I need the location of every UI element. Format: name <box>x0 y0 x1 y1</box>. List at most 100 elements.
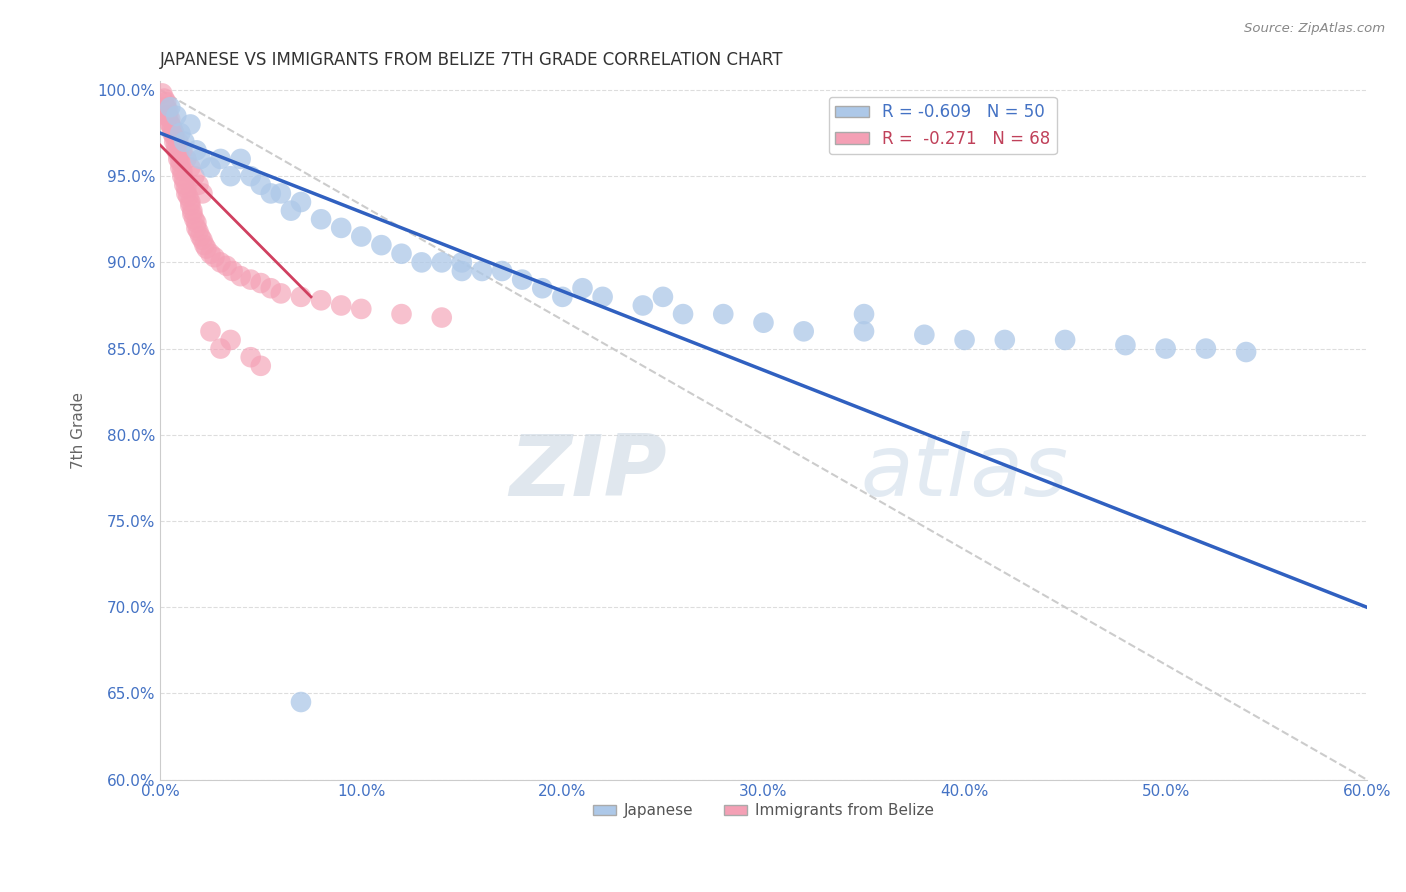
Point <box>165 109 187 123</box>
Point <box>631 298 654 312</box>
Point <box>200 246 222 260</box>
Point <box>155 95 177 109</box>
Point <box>239 350 262 364</box>
Point <box>186 220 208 235</box>
Point <box>163 126 186 140</box>
Point <box>592 290 614 304</box>
Point <box>752 316 775 330</box>
Point <box>183 169 205 184</box>
Point <box>221 264 243 278</box>
Point <box>163 135 186 149</box>
Point <box>176 181 198 195</box>
Point <box>411 255 433 269</box>
Point <box>370 238 392 252</box>
Point <box>172 164 194 178</box>
Point <box>290 194 312 209</box>
Point <box>179 161 201 175</box>
Point <box>169 126 191 140</box>
Point <box>200 161 222 175</box>
Point <box>187 178 209 192</box>
Point <box>157 103 180 118</box>
Point <box>162 126 184 140</box>
Text: atlas: atlas <box>860 431 1069 514</box>
Point <box>191 186 214 201</box>
Point <box>229 152 252 166</box>
Point <box>249 276 271 290</box>
Point <box>672 307 695 321</box>
Point <box>177 190 200 204</box>
Point <box>155 109 177 123</box>
Point <box>270 286 292 301</box>
Point <box>330 298 353 312</box>
Point <box>330 220 353 235</box>
Point <box>219 169 242 184</box>
Point <box>181 203 204 218</box>
Y-axis label: 7th Grade: 7th Grade <box>72 392 86 469</box>
Point <box>571 281 593 295</box>
Point <box>1234 345 1257 359</box>
Point <box>853 307 876 321</box>
Point <box>239 169 262 184</box>
Point <box>912 327 935 342</box>
Point <box>209 152 232 166</box>
Point <box>176 152 198 166</box>
Point <box>430 310 453 325</box>
Point <box>551 290 574 304</box>
Text: ZIP: ZIP <box>509 431 666 514</box>
Point <box>167 152 190 166</box>
Point <box>280 203 302 218</box>
Point <box>157 109 180 123</box>
Point <box>471 264 494 278</box>
Point <box>172 169 194 184</box>
Point <box>150 87 173 101</box>
Point <box>711 307 734 321</box>
Point <box>309 293 332 308</box>
Point <box>491 264 513 278</box>
Point <box>249 359 271 373</box>
Point <box>270 186 292 201</box>
Point <box>163 129 186 144</box>
Point <box>165 144 187 158</box>
Point <box>450 264 472 278</box>
Point <box>531 281 554 295</box>
Point <box>162 120 184 135</box>
Point <box>953 333 976 347</box>
Point <box>191 233 214 247</box>
Point <box>1114 338 1136 352</box>
Point <box>290 290 312 304</box>
Point <box>430 255 453 269</box>
Point <box>193 238 215 252</box>
Point <box>159 118 181 132</box>
Text: JAPANESE VS IMMIGRANTS FROM BELIZE 7TH GRADE CORRELATION CHART: JAPANESE VS IMMIGRANTS FROM BELIZE 7TH G… <box>160 51 783 69</box>
Point <box>350 229 373 244</box>
Point <box>391 307 413 321</box>
Point <box>260 186 283 201</box>
Point <box>169 161 191 175</box>
Point <box>215 259 238 273</box>
Point <box>179 198 201 212</box>
Point <box>159 112 181 127</box>
Point <box>290 695 312 709</box>
Point <box>187 224 209 238</box>
Point <box>1195 342 1218 356</box>
Legend: Japanese, Immigrants from Belize: Japanese, Immigrants from Belize <box>588 797 939 824</box>
Text: Source: ZipAtlas.com: Source: ZipAtlas.com <box>1244 22 1385 36</box>
Point <box>179 118 201 132</box>
Point <box>155 100 177 114</box>
Point <box>391 246 413 260</box>
Point <box>159 118 181 132</box>
Point <box>159 100 181 114</box>
Point <box>167 135 190 149</box>
Point <box>176 186 198 201</box>
Point <box>173 135 195 149</box>
Point <box>510 272 533 286</box>
Point <box>165 138 187 153</box>
Point <box>190 229 212 244</box>
Point <box>183 212 205 227</box>
Point <box>652 290 675 304</box>
Point <box>169 155 191 169</box>
Point <box>219 333 242 347</box>
Point <box>853 324 876 338</box>
Point <box>249 178 271 192</box>
Point <box>1054 333 1077 347</box>
